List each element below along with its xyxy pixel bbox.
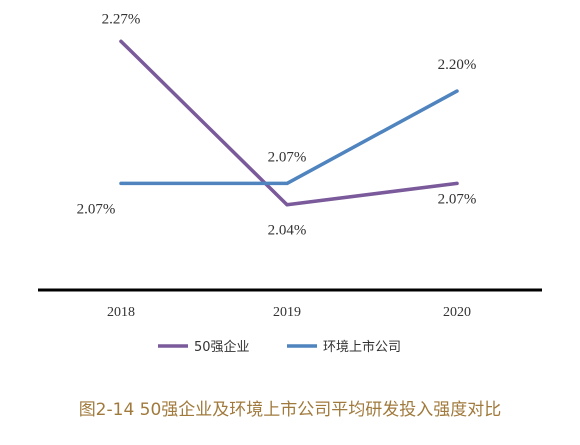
data-point bbox=[119, 39, 123, 43]
figure-caption: 图2-14 50强企业及环境上市公司平均研发投入强度对比 bbox=[78, 400, 502, 420]
line-chart: 2018 2019 2020 2.27% 2.04% 2.07% 2.07% 2.07% 2.2… bbox=[38, 11, 542, 355]
data-label: 2.20% bbox=[438, 57, 477, 73]
legend-label: 50强企业 bbox=[194, 339, 250, 355]
data-point bbox=[285, 203, 289, 207]
data-label: 2.07% bbox=[268, 149, 307, 165]
x-tick-label: 2020 bbox=[443, 305, 471, 320]
series-line bbox=[119, 39, 459, 207]
legend-label: 环境上市公司 bbox=[323, 339, 401, 355]
x-tick-label: 2018 bbox=[107, 305, 135, 320]
data-label: 2.07% bbox=[77, 201, 116, 217]
x-tick-label: 2019 bbox=[273, 305, 301, 320]
data-point bbox=[119, 181, 123, 186]
data-label: 2.27% bbox=[102, 11, 141, 27]
data-point bbox=[455, 89, 459, 93]
data-point bbox=[285, 181, 289, 186]
data-label: 2.07% bbox=[438, 191, 477, 207]
series-line bbox=[119, 89, 459, 186]
data-label: 2.04% bbox=[268, 223, 307, 239]
data-point bbox=[455, 181, 459, 186]
